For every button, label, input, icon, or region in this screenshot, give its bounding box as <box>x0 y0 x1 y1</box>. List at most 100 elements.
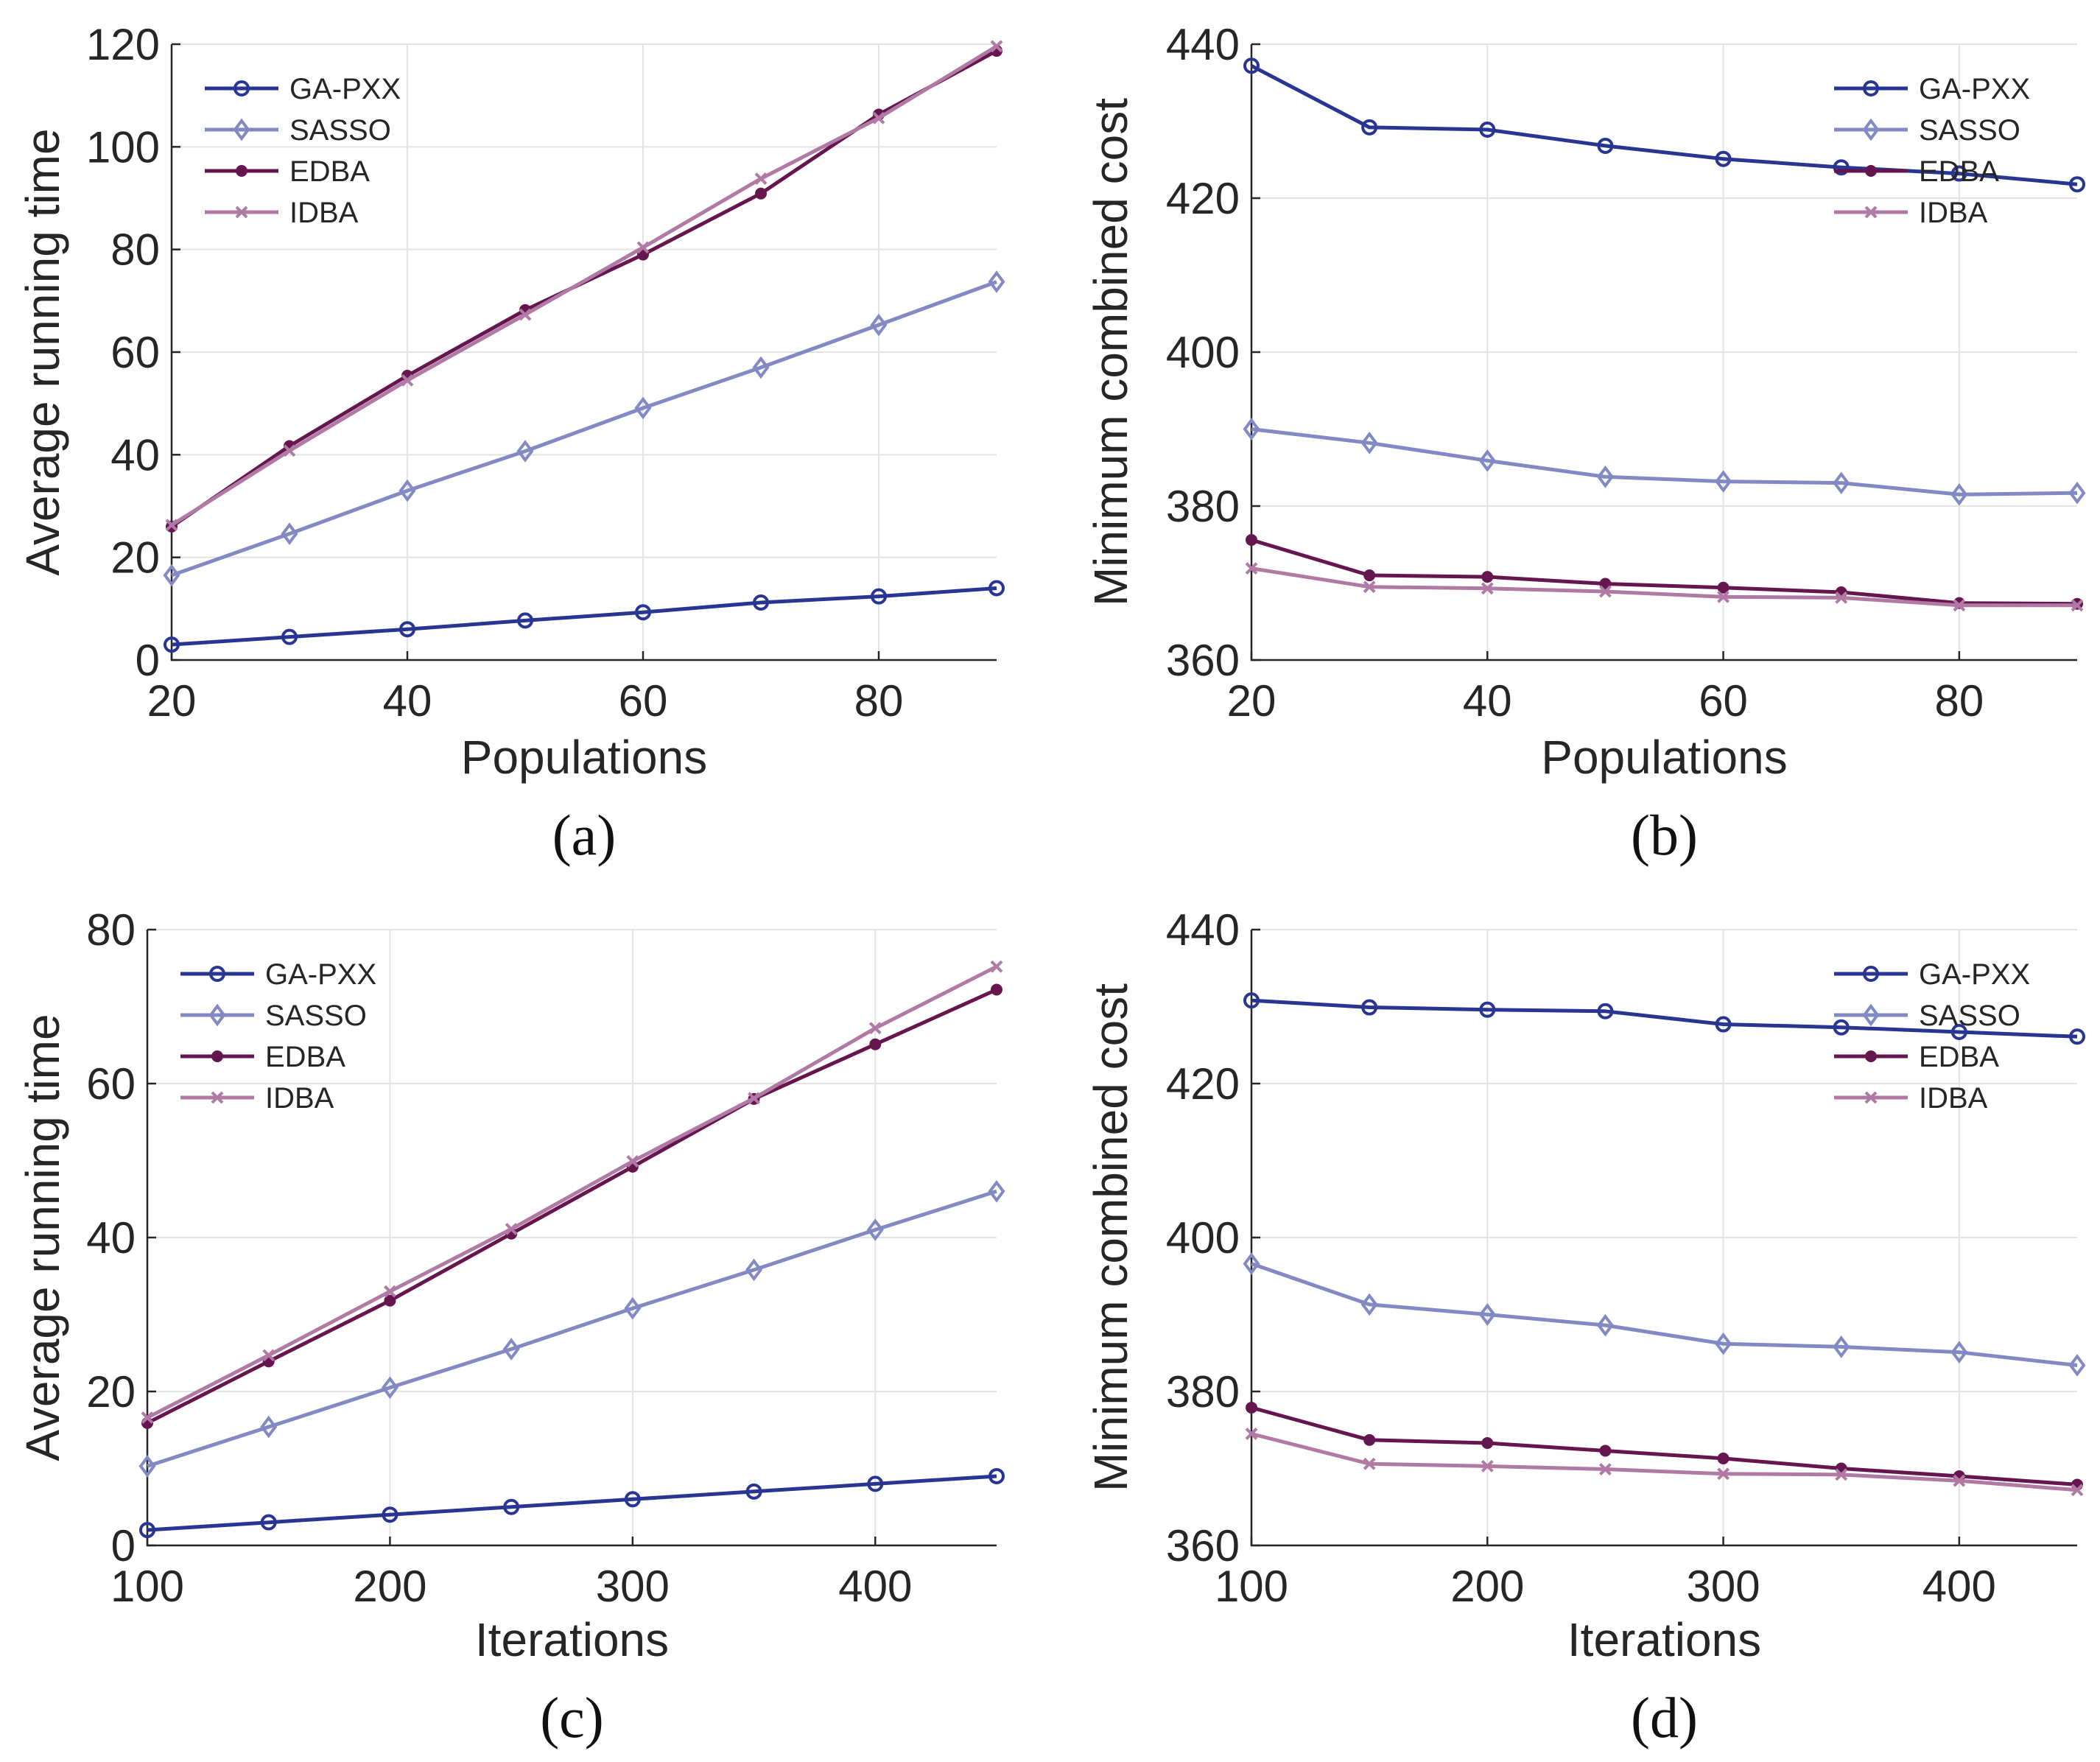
x-tick-label: 20 <box>1227 676 1276 726</box>
legend-item-ga-pxx: GA-PXX <box>180 958 376 991</box>
data-point-ga-pxx <box>1950 1023 1967 1040</box>
y-tick-label: 0 <box>136 636 160 685</box>
data-point-idba <box>1717 1467 1729 1481</box>
data-point-sasso <box>752 356 770 379</box>
series-sasso <box>138 1179 1005 1478</box>
series-line-ga-pxx <box>1251 998 2078 1039</box>
data-point-sasso <box>138 1455 156 1478</box>
data-point-idba <box>1245 1428 1258 1440</box>
series-line-ga-pxx <box>1250 64 2078 186</box>
series-line-edba <box>1251 1405 2078 1487</box>
y-tick-label: 100 <box>86 122 160 172</box>
legend-item-sasso: SASSO <box>180 1000 367 1032</box>
panel-label: (b) <box>1631 803 1698 867</box>
data-point-ga-pxx <box>281 628 298 645</box>
series-line-sasso <box>1251 1262 2078 1367</box>
series-line-idba <box>1251 566 2077 608</box>
data-point-idba <box>626 1155 639 1168</box>
data-point-idba <box>1481 1459 1494 1473</box>
series-idba <box>165 40 1003 532</box>
data-point-ga-pxx <box>1361 119 1378 136</box>
legend-item-idba: IDBA <box>1834 1082 1988 1115</box>
legend-marker <box>1864 1091 1878 1104</box>
y-axis-title: Average running time <box>16 1014 69 1461</box>
series-idba <box>1245 1428 2084 1497</box>
data-point-idba <box>868 1022 882 1035</box>
series-idba <box>1245 562 2084 612</box>
legend-label: SASSO <box>289 114 391 147</box>
data-point-sasso <box>1950 1341 1968 1364</box>
data-point-idba <box>401 373 414 387</box>
legend-marker <box>1863 966 1879 982</box>
y-tick-label: 360 <box>1166 1521 1240 1570</box>
y-axis-title: Minimum combined cost <box>1084 98 1137 606</box>
data-point-ga-pxx <box>2069 176 2085 193</box>
data-point-ga-pxx <box>1479 121 1496 138</box>
data-point-ga-pxx <box>1833 1019 1850 1036</box>
data-point-edba <box>1481 1437 1494 1450</box>
y-tick-label: 40 <box>110 430 160 480</box>
legend-item-ga-pxx: GA-PXX <box>1834 73 2030 105</box>
data-point-ga-pxx <box>164 636 180 653</box>
data-point-sasso <box>1950 482 1968 506</box>
x-tick-label: 300 <box>1687 1562 1760 1611</box>
y-tick-label: 440 <box>1166 20 1240 69</box>
data-point-ga-pxx <box>1715 150 1732 167</box>
legend-marker <box>1862 118 1880 141</box>
data-point-sasso <box>2068 481 2086 505</box>
data-point-idba <box>283 444 296 457</box>
data-point-sasso <box>1478 449 1496 472</box>
data-point-idba <box>1953 599 1966 612</box>
x-tick-label: 400 <box>1922 1562 1996 1611</box>
data-point-edba <box>991 983 1002 996</box>
data-point-sasso <box>988 270 1005 293</box>
series-sasso <box>1243 418 2086 506</box>
legend-label: EDBA <box>1919 1041 1999 1073</box>
data-point-idba <box>1245 562 1258 575</box>
data-point-sasso <box>1360 431 1378 454</box>
x-tick-label: 100 <box>110 1562 184 1611</box>
data-point-edba <box>1717 581 1729 594</box>
y-tick-label: 400 <box>1166 328 1240 377</box>
data-point-ga-pxx <box>1361 999 1378 1016</box>
panel-label: (d) <box>1631 1685 1698 1749</box>
x-axis-title: Iterations <box>1567 1613 1761 1666</box>
x-tick-label: 80 <box>854 676 904 726</box>
y-tick-label: 80 <box>110 225 160 275</box>
data-point-sasso <box>866 1218 884 1241</box>
legend-label: IDBA <box>289 197 359 229</box>
legend-marker <box>233 80 250 96</box>
legend-item-idba: IDBA <box>180 1082 334 1115</box>
data-point-idba <box>636 241 650 254</box>
data-point-ga-pxx <box>1243 992 1260 1009</box>
data-point-edba <box>1363 1433 1376 1446</box>
legend-label: SASSO <box>1919 1000 2020 1032</box>
data-point-idba <box>1835 591 1848 604</box>
data-point-idba <box>141 1411 154 1424</box>
data-point-sasso <box>1243 418 1260 440</box>
legend-item-idba: IDBA <box>205 197 359 229</box>
x-axis-title: Populations <box>1541 731 1787 784</box>
legend-label: SASSO <box>265 1000 367 1032</box>
legend-item-sasso: SASSO <box>1834 1000 2020 1032</box>
legend-marker <box>211 1050 223 1062</box>
data-point-idba <box>1599 585 1612 598</box>
data-point-sasso <box>2068 1354 2086 1377</box>
data-point-ga-pxx <box>745 1483 762 1500</box>
legend-item-edba: EDBA <box>1834 155 1999 188</box>
panel-label: (a) <box>552 803 617 867</box>
data-point-sasso <box>398 479 416 502</box>
legend-label: GA-PXX <box>1919 958 2030 991</box>
y-tick-label: 440 <box>1166 905 1240 955</box>
x-tick-label: 20 <box>147 676 197 726</box>
legend-marker <box>209 966 225 982</box>
data-point-ga-pxx <box>2069 1028 2085 1045</box>
x-tick-label: 400 <box>838 1562 912 1611</box>
legend: GA-PXX SASSO EDBA IDBA <box>205 73 401 229</box>
legend-label: GA-PXX <box>289 73 401 105</box>
data-point-idba <box>2071 599 2084 612</box>
data-point-idba <box>519 308 532 321</box>
legend: GA-PXX SASSO EDBA IDBA <box>180 958 376 1115</box>
y-tick-label: 400 <box>1166 1213 1240 1263</box>
